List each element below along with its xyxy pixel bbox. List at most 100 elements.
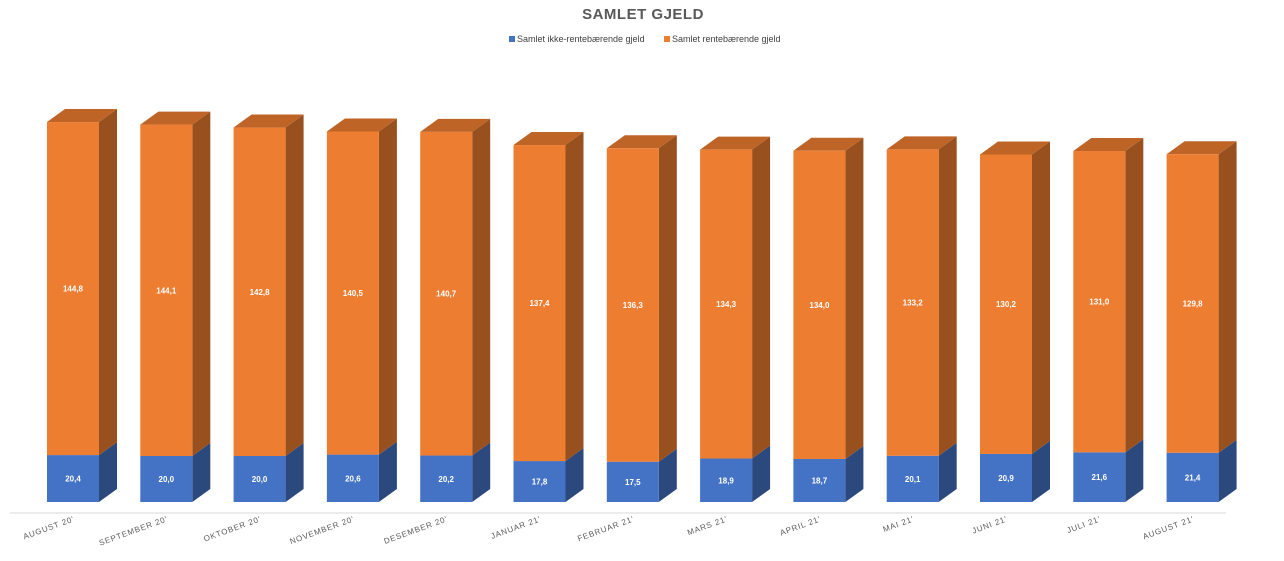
data-label-interest: 129,8 <box>1183 300 1204 309</box>
bar-top-interest <box>326 118 397 132</box>
bar-top-interest <box>420 118 491 132</box>
data-label-non-interest: 17,8 <box>532 478 548 487</box>
bar-interest <box>233 127 286 456</box>
bar-interest <box>886 149 939 456</box>
x-tick-label: MARS 21' <box>686 514 729 537</box>
x-tick-label: JUNI 21' <box>971 514 1009 535</box>
bar-top-interest <box>233 114 304 128</box>
bar-interest <box>980 154 1032 454</box>
bar-interest <box>1166 154 1219 453</box>
bar-non-interest <box>513 461 566 502</box>
bar-non-interest <box>980 453 1032 502</box>
data-label-interest: 131,0 <box>1089 298 1110 307</box>
bar-top-interest <box>1166 141 1237 155</box>
data-label-interest: 142,8 <box>250 288 271 297</box>
bar-stack: 20,0 144,1 <box>140 111 211 502</box>
data-label-non-interest: 21,6 <box>1092 473 1108 482</box>
data-label-interest: 133,2 <box>903 299 924 308</box>
bar-side-non-interest <box>1218 439 1237 502</box>
bar-non-interest <box>793 458 846 502</box>
bar-side-interest <box>752 136 771 459</box>
bar-side-non-interest <box>472 442 491 502</box>
legend-label-non-interest: Samlet ikke-rentebærende gjeld <box>517 34 645 44</box>
bar-top-interest <box>980 141 1050 155</box>
bar-non-interest <box>606 461 659 502</box>
bar-non-interest <box>140 456 193 502</box>
data-label-non-interest: 20,2 <box>438 475 454 484</box>
legend-swatch-interest <box>664 36 670 42</box>
bar-side-non-interest <box>658 448 677 502</box>
bar-interest <box>420 131 473 456</box>
bar-side-non-interest <box>938 442 957 502</box>
bar-top-interest <box>606 135 677 149</box>
bar-interest <box>606 148 659 462</box>
bar-top-interest <box>700 136 771 150</box>
bar-interest <box>1073 151 1126 453</box>
bar-top-interest <box>1073 138 1144 152</box>
data-label-interest: 140,7 <box>436 290 457 299</box>
bar-top-interest <box>140 111 211 125</box>
bar-interest <box>700 149 753 459</box>
x-tick-label: JANUAR 21' <box>490 514 543 540</box>
bar-side-non-interest <box>192 443 211 502</box>
x-tick-label: NOVEMBER 20' <box>289 514 356 546</box>
bar-stack: 21,4 129,8 <box>1166 141 1237 502</box>
data-label-non-interest: 17,5 <box>625 478 641 487</box>
x-tick-label: MAI 21' <box>882 514 916 534</box>
data-label-non-interest: 20,0 <box>252 475 268 484</box>
bar-side-interest <box>192 111 211 456</box>
bar-stack: 21,6 131,0 <box>1073 138 1144 502</box>
bar-top-interest <box>47 109 117 123</box>
data-label-non-interest: 20,4 <box>65 475 81 484</box>
data-label-non-interest: 20,9 <box>998 474 1014 483</box>
x-tick-label: JULI 21' <box>1066 514 1102 535</box>
bar-interest <box>793 150 846 459</box>
legend-label-interest: Samlet rentebærende gjeld <box>672 34 781 44</box>
bar-side-interest <box>845 137 864 459</box>
bar-side-interest <box>378 118 397 455</box>
bar-interest <box>140 124 193 456</box>
bar-interest <box>513 145 566 462</box>
bar-top-interest <box>793 137 864 151</box>
data-label-non-interest: 20,0 <box>159 475 175 484</box>
bar-stack: 17,5 136,3 <box>606 135 677 502</box>
bar-side-interest <box>1032 141 1050 454</box>
data-label-interest: 137,4 <box>529 299 550 308</box>
x-tick-label: OKTOBER 20' <box>202 514 262 543</box>
bar-non-interest <box>47 455 99 502</box>
bar-side-non-interest <box>1032 440 1050 502</box>
data-label-non-interest: 20,1 <box>905 475 921 484</box>
bar-non-interest <box>233 456 286 502</box>
bar-side-non-interest <box>845 445 864 502</box>
bar-non-interest <box>1166 452 1219 502</box>
bar-side-interest <box>565 132 584 462</box>
bar-interest <box>326 131 379 455</box>
x-tick-label: AUGUST 21' <box>1142 514 1196 541</box>
bar-side-non-interest <box>1125 439 1144 502</box>
bar-non-interest <box>700 458 753 502</box>
bar-side-interest <box>99 109 117 456</box>
bar-side-interest <box>472 118 491 456</box>
bar-side-non-interest <box>378 441 397 502</box>
bar-stack: 20,4 144,8 <box>47 109 117 502</box>
data-label-interest: 140,5 <box>343 289 364 298</box>
data-label-interest: 144,8 <box>63 285 84 294</box>
bar-side-non-interest <box>99 442 117 502</box>
bar-side-interest <box>1125 138 1144 453</box>
data-label-interest: 136,3 <box>623 301 644 310</box>
legend: Samlet ikke-rentebærende gjeld Samlet re… <box>509 34 781 44</box>
bar-stack: 18,7 134,0 <box>793 137 864 502</box>
bar-interest <box>47 122 99 456</box>
x-axis-labels: AUGUST 20' SEPTEMBER 20' OKTOBER 20' NOVEMB… <box>22 514 1195 547</box>
bar-side-non-interest <box>752 445 771 502</box>
bar-top-interest <box>886 136 957 150</box>
bar-stack: 20,0 142,8 <box>233 114 304 502</box>
x-tick-label: AUGUST 20' <box>22 514 76 541</box>
bar-top-interest <box>513 132 584 146</box>
legend-swatch-non-interest <box>509 36 515 42</box>
x-tick-label: FEBRUAR 21' <box>576 514 635 543</box>
bar-side-interest <box>938 136 957 456</box>
bar-non-interest <box>886 455 939 502</box>
